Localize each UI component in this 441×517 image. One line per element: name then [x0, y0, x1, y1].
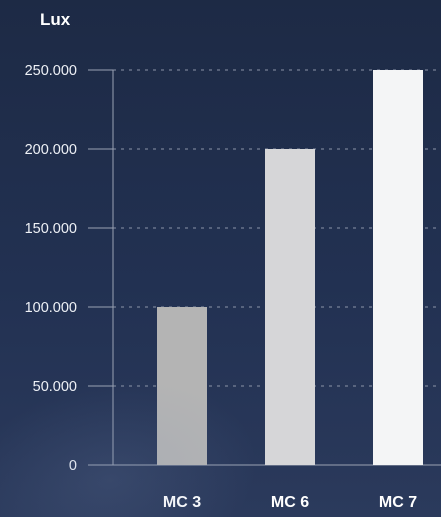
y-tick-label: 150.000	[25, 221, 77, 237]
y-tick-labels: 0 50.000 100.000 150.000 200.000 250.000	[25, 63, 77, 474]
x-category-labels: MC 3 MC 6 MC 7	[163, 494, 417, 511]
y-tick-label: 100.000	[25, 300, 77, 316]
bar-mc-3	[157, 307, 207, 465]
bar-mc-7	[373, 70, 423, 465]
bars	[157, 70, 423, 465]
x-category-label: MC 7	[379, 494, 417, 511]
y-tick-label: 50.000	[33, 379, 77, 395]
y-tick-label: 200.000	[25, 142, 77, 158]
y-tick-label: 0	[69, 458, 77, 474]
x-category-label: MC 3	[163, 494, 201, 511]
y-axis-unit-label: Lux	[40, 10, 71, 29]
y-tick-label: 250.000	[25, 63, 77, 79]
x-category-label: MC 6	[271, 494, 309, 511]
bar-mc-6	[265, 149, 315, 465]
